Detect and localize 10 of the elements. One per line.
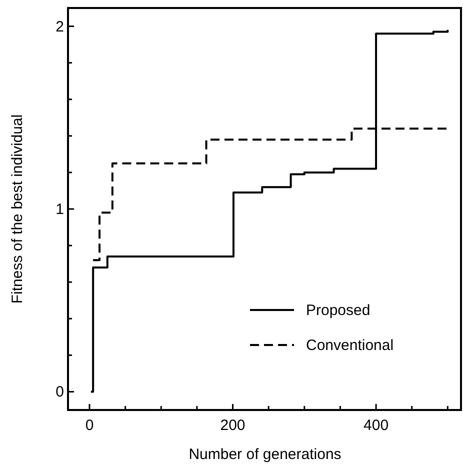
- x-tick-label: 400: [364, 417, 389, 434]
- x-tick-label: 200: [220, 417, 246, 434]
- legend-label: Conventional: [306, 337, 394, 354]
- y-tick-label: 0: [56, 384, 64, 401]
- legend-label: Proposed: [306, 302, 370, 319]
- x-tick-label: 0: [85, 417, 94, 434]
- x-axis-title: Number of generations: [188, 446, 342, 463]
- y-axis-title: Fitness of the best individual: [9, 114, 26, 304]
- y-tick-label: 2: [56, 18, 64, 36]
- y-tick-label: 1: [56, 201, 64, 218]
